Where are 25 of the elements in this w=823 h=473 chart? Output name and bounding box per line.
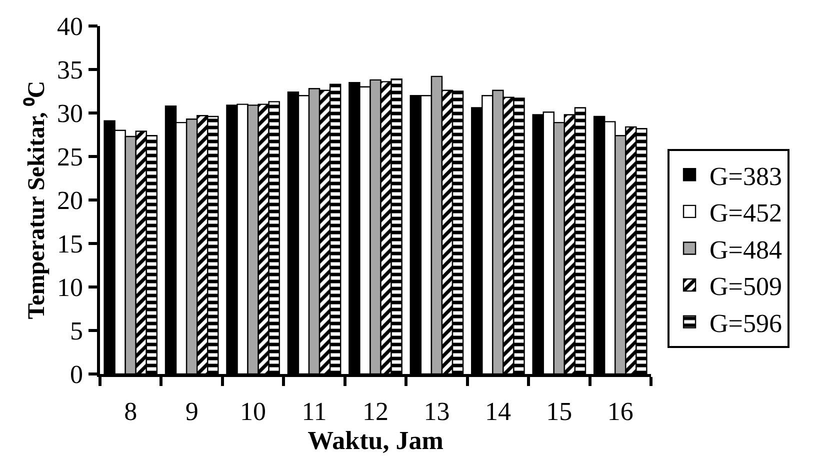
y-tick-label: 20 <box>57 186 84 216</box>
y-tick-label: 15 <box>57 230 84 259</box>
legend-label: G=452 <box>710 198 782 228</box>
x-tick-label: 10 <box>240 396 266 426</box>
y-axis-title: Temperatur Sekitar, ⁰C <box>23 80 50 320</box>
y-tick-label: 0 <box>70 360 84 390</box>
legend-label: G=596 <box>710 308 782 338</box>
legend-label: G=509 <box>710 272 782 302</box>
y-tick-label: 40 <box>57 12 84 42</box>
y-tick-label: 35 <box>57 56 84 85</box>
x-tick-label: 11 <box>302 396 327 426</box>
legend-label: G=383 <box>710 162 782 191</box>
y-tick-label: 10 <box>57 273 84 302</box>
y-tick-label: 5 <box>70 316 84 346</box>
x-tick-label: 12 <box>362 396 388 426</box>
x-tick-label: 8 <box>124 396 138 426</box>
y-tick-label: 30 <box>57 99 84 128</box>
x-tick-label: 13 <box>424 396 450 426</box>
x-tick-label: 15 <box>546 396 572 426</box>
legend-label: G=484 <box>710 235 782 264</box>
x-tick-label: 16 <box>607 396 634 426</box>
y-tick-label: 25 <box>57 142 84 172</box>
x-tick-label: 14 <box>484 396 511 426</box>
x-axis-title: Waktu, Jam <box>308 426 444 455</box>
x-tick-label: 9 <box>185 396 198 426</box>
